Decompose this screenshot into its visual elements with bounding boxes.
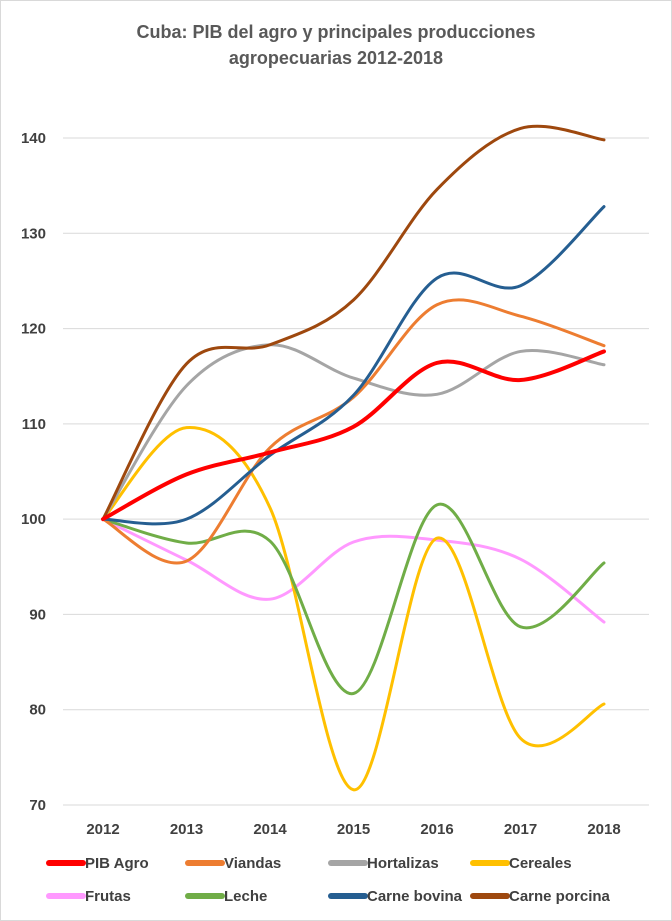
x-axis-ticks: 2012 2013 2014 2015 2016 2017 2018 <box>86 821 620 838</box>
x-tick-label: 2017 <box>504 821 537 838</box>
gridlines <box>63 137 649 806</box>
x-tick-label: 2014 <box>253 821 287 838</box>
series-line-pib-agro <box>101 349 606 522</box>
legend-label-hortalizas: Hortalizas <box>367 855 439 872</box>
y-tick-label: 80 <box>29 702 46 719</box>
legend: PIB Agro Viandas Hortalizas Cereales Frutas L… <box>46 855 611 905</box>
y-tick-label: 120 <box>21 321 46 338</box>
chart-title-line-1: Cuba: PIB del agro y principales producc… <box>136 22 535 42</box>
y-tick-label: 70 <box>29 797 46 814</box>
x-tick-label: 2012 <box>86 821 119 838</box>
chart-title-line-2: agropecuarias 2012-2018 <box>229 48 443 68</box>
x-tick-label: 2018 <box>587 821 620 838</box>
legend-label-cereales: Cereales <box>509 855 572 872</box>
x-tick-label: 2015 <box>337 821 370 838</box>
legend-label-leche: Leche <box>224 888 267 905</box>
series-line-leche <box>101 502 606 696</box>
y-tick-label: 100 <box>21 511 46 528</box>
x-tick-label: 2016 <box>420 821 453 838</box>
series-line-frutas <box>101 517 606 624</box>
legend-label-frutas: Frutas <box>85 888 131 905</box>
series-line-carne-porcina <box>101 124 606 521</box>
series-line-hortalizas <box>101 343 606 521</box>
y-tick-label: 130 <box>21 225 46 242</box>
legend-label-carne-porcina: Carne porcina <box>509 888 611 905</box>
legend-label-viandas: Viandas <box>224 855 281 872</box>
y-tick-label: 90 <box>29 606 46 623</box>
y-tick-label: 140 <box>21 130 46 147</box>
y-axis-ticks: 70 80 90 100 110 120 130 140 <box>21 130 46 814</box>
series-lines <box>101 124 606 792</box>
series-line-carne-bovina <box>101 205 606 526</box>
y-tick-label: 110 <box>22 416 46 433</box>
x-tick-label: 2013 <box>170 821 203 838</box>
legend-label-carne-bovina: Carne bovina <box>367 888 463 905</box>
series-line-cereales <box>101 426 606 792</box>
legend-label-pib-agro: PIB Agro <box>85 855 149 872</box>
